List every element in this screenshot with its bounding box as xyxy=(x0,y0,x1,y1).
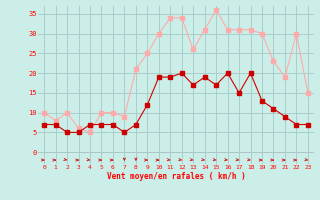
X-axis label: Vent moyen/en rafales ( km/h ): Vent moyen/en rafales ( km/h ) xyxy=(107,172,245,181)
